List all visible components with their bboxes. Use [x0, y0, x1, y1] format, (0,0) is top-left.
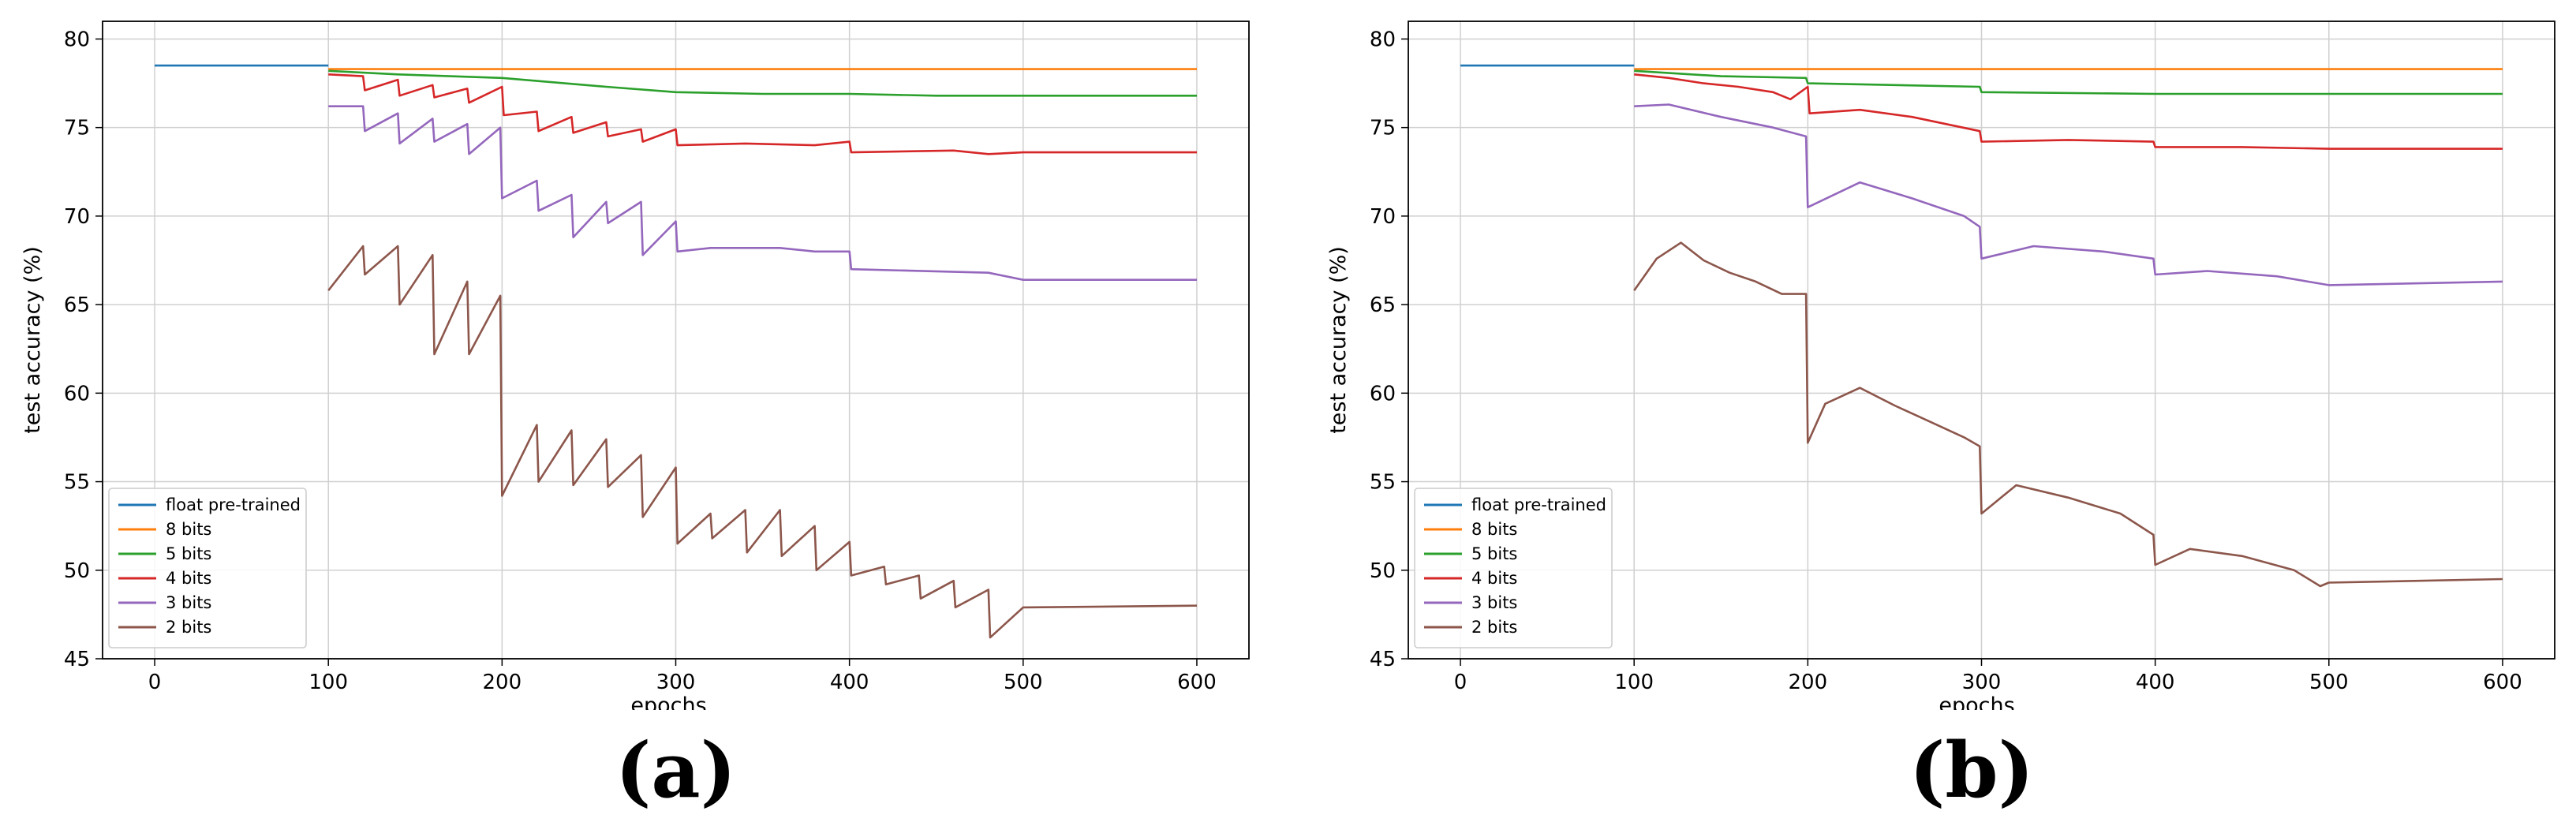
y-axis-label: test accuracy (%) [1326, 246, 1351, 434]
x-tick-label: 600 [1177, 671, 1217, 694]
legend-label: 2 bits [1471, 618, 1517, 637]
chart-panel-b: 0 100 200 300 400 500 600 45 50 55 60 65 70 75 80 epoch… [1326, 21, 2555, 718]
series-line-4-bits [328, 73, 1197, 155]
legend-label: float pre-trained [166, 495, 301, 514]
x-tick-label: 500 [2309, 671, 2349, 694]
legend-label: 3 bits [166, 593, 211, 612]
chart-figure: 0 100 200 300 400 500 6004550556065707580epoch… [21, 21, 2555, 718]
legend-label: float pre-trained [1471, 495, 1606, 514]
legend: float pre-trained 8 bits 5 bits 4 bits 3 bit… [108, 488, 307, 648]
x-tick-label: 100 [308, 671, 348, 694]
y-tick-label: 70 [64, 205, 90, 229]
y-tick-label: 70 [1370, 205, 1396, 229]
x-tick-label: 300 [1962, 671, 2002, 694]
x-tick-label: 100 [1614, 671, 1654, 694]
x-tick-label: 200 [483, 671, 522, 694]
legend-label: 2 bits [166, 618, 211, 637]
x-tick-label: 300 [656, 671, 696, 694]
y-tick-label: 75 [64, 117, 90, 140]
legend-box [1414, 488, 1613, 648]
legend-label: 8 bits [1471, 520, 1517, 539]
y-axis-label: test accuracy (%) [21, 246, 45, 434]
chart-panel-a: 0 100 200 300 400 500 600 45 50 55 60 65 70 75 80 epoch… [21, 21, 1250, 718]
legend-box [108, 488, 307, 648]
series-line-3-bits [328, 105, 1197, 282]
legend-label: 5 bits [1471, 544, 1517, 563]
x-tick-label: 200 [1789, 671, 1828, 694]
series-line-5-bits [1634, 69, 2503, 95]
y-tick-label: 80 [1370, 28, 1396, 51]
panel-label-a: (a) [615, 726, 737, 815]
x-axis-label: epochs [1939, 693, 2014, 710]
series-line-2-bits [327, 245, 1198, 639]
y-tick-label: 55 [64, 471, 90, 495]
y-tick-label: 75 [1370, 117, 1396, 140]
x-tick-label: 0 [148, 671, 162, 694]
y-tick-label: 80 [64, 28, 90, 51]
plot-frame [1408, 21, 2555, 660]
y-tick-label: 65 [1370, 293, 1396, 317]
plot-frame [102, 21, 1250, 660]
legend: float pre-trained 8 bits 5 bits 4 bits 3 bit… [1414, 488, 1613, 648]
series-line-4-bits [1634, 73, 2503, 150]
legend-label: 8 bits [166, 520, 211, 539]
series-line-5-bits [328, 69, 1197, 97]
x-tick-label: 600 [2483, 671, 2522, 694]
x-tick-label: 400 [2136, 671, 2175, 694]
x-axis-label: epochs [630, 693, 706, 710]
panel-label-b: (b) [1909, 726, 2034, 815]
y-tick-label: 45 [64, 648, 90, 671]
x-tick-label: 0 [1454, 671, 1467, 694]
series-line-3-bits [1634, 103, 2503, 286]
x-tick-label: 500 [1004, 671, 1043, 694]
y-tick-label: 65 [64, 293, 90, 317]
legend-label: 4 bits [1471, 569, 1517, 588]
y-tick-label: 50 [1370, 559, 1396, 583]
y-tick-label: 50 [64, 559, 90, 583]
legend-label: 3 bits [1471, 593, 1517, 612]
x-tick-label: 400 [830, 671, 869, 694]
legend-label: 4 bits [166, 569, 211, 588]
y-tick-label: 45 [1370, 648, 1396, 671]
y-tick-label: 60 [1370, 382, 1396, 406]
series-line-2-bits [1633, 241, 2503, 588]
y-tick-label: 60 [64, 382, 90, 406]
legend-label: 5 bits [166, 544, 211, 563]
y-tick-label: 55 [1370, 471, 1396, 495]
